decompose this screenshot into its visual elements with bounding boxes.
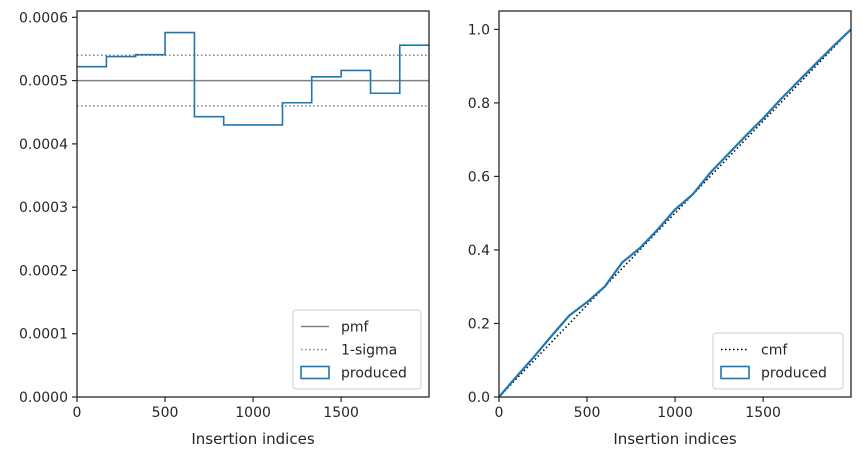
x-tick-label: 0 (73, 405, 82, 421)
legend-label: 1-sigma (341, 343, 397, 359)
legend-label: produced (761, 366, 827, 382)
legend-label: pmf (341, 320, 370, 336)
x-axis-label: Insertion indices (613, 430, 736, 448)
x-axis-label: Insertion indices (191, 430, 314, 448)
plot-area (499, 28, 851, 397)
produced-line (499, 28, 851, 397)
panel-1: 0 500 1000 1500 0.0000 0.0001 0.0002 0.0003 0.00… (19, 10, 430, 448)
legend-swatch-produced (720, 365, 750, 380)
x-tick-label: 0 (495, 405, 504, 421)
legend: cmf produced (712, 332, 844, 390)
legend-label: produced (341, 366, 407, 382)
y-tick-label: 0.0003 (19, 200, 68, 216)
y-tick-label: 0.0001 (19, 327, 68, 343)
x-tick-label: 1000 (657, 405, 693, 421)
plot-area (77, 31, 429, 126)
y-tick-label: 0.6 (468, 169, 490, 185)
x-tick-label: 1500 (323, 405, 359, 421)
y-tick-label: 1.0 (468, 22, 490, 38)
x-tick-label: 1000 (235, 405, 271, 421)
legend: pmf 1-sigma produced (292, 309, 422, 390)
y-tick-label: 0.0004 (19, 137, 68, 153)
y-tick-label: 0.4 (468, 243, 490, 259)
legend-box (292, 309, 422, 390)
x-tick-label: 1500 (745, 405, 781, 421)
legend-box (712, 332, 844, 390)
legend-label: cmf (761, 343, 788, 359)
produced-step-line (77, 31, 429, 126)
x-tick-label: 500 (152, 405, 179, 421)
cmf-line (499, 28, 851, 397)
panel-2: 0 500 1000 1500 0.0 0.2 0.4 0.6 0.8 1.0 Insertion … (468, 10, 852, 448)
y-tick-label: 0.0002 (19, 263, 68, 279)
y-tick-label: 0.0005 (19, 74, 68, 90)
y-tick-label: 0.2 (468, 316, 490, 332)
y-tick-label: 0.0 (468, 390, 490, 406)
y-tick-label: 0.8 (468, 96, 490, 112)
y-tick-label: 0.0000 (19, 390, 68, 406)
legend-swatch-produced (300, 365, 330, 380)
x-tick-label: 500 (574, 405, 601, 421)
y-tick-label: 0.0006 (19, 10, 68, 26)
